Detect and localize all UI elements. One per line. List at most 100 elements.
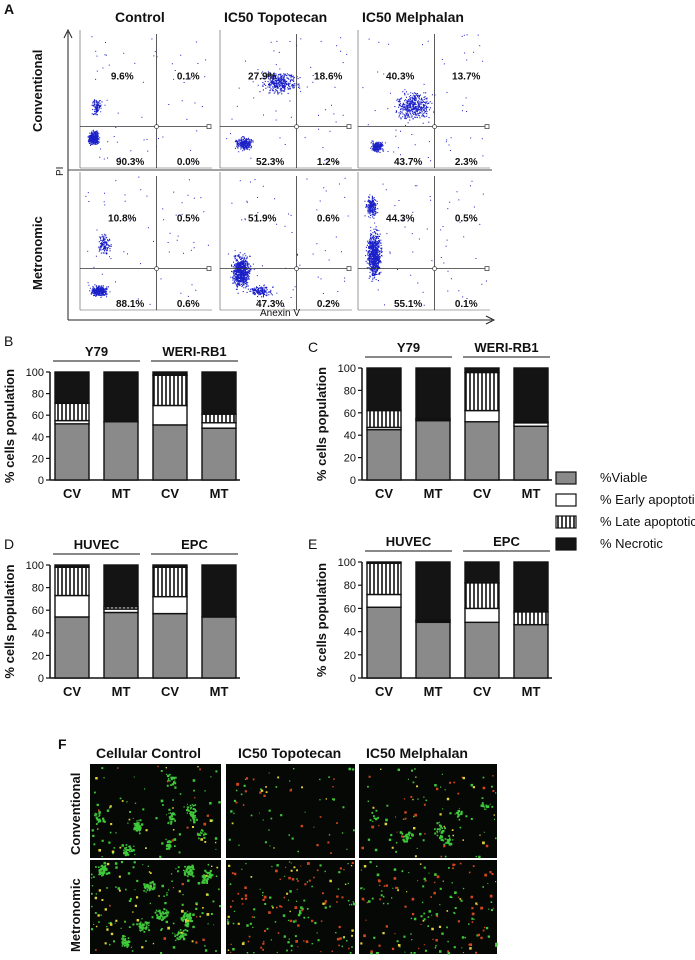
panel-d-group-label: EPC: [181, 537, 208, 552]
legend-label-necrotic: % Necrotic: [600, 536, 663, 551]
panel-d-group-label: HUVEC: [74, 537, 120, 552]
panel-e-y-tick-label: 80: [344, 580, 356, 592]
panel-d-x-tick-label: MT: [112, 684, 131, 699]
bar-segment-late-apoptotic: [464, 582, 500, 610]
micrograph-conventional-0: [90, 764, 221, 858]
bar-segment-necrotic: [366, 367, 402, 412]
panel-f-column-melphalan: IC50 Melphalan: [366, 745, 468, 761]
quadrant-gate-node: [154, 124, 159, 129]
micrograph-green-cells: [367, 768, 497, 859]
panel-b-bar-4: [201, 371, 237, 481]
panel-a-column-control: Control: [115, 9, 165, 25]
panel-b-group-label: Y79: [85, 344, 108, 359]
bar-segment-necrotic: [201, 371, 237, 415]
panel-c-y-axis-label: % cells population: [314, 367, 329, 481]
panel-d-x-tick-label: CV: [63, 684, 81, 699]
micrograph-background: [90, 764, 221, 858]
legend-swatch-necrotic: [555, 537, 577, 551]
quadrant-lower-right-value: 0.1%: [455, 299, 478, 310]
quadrant-upper-right-value: 0.5%: [177, 214, 200, 225]
panel-a-letter: A: [4, 1, 14, 17]
bar-segment-necrotic: [103, 564, 139, 608]
panel-b-y-tick-label: 0: [38, 475, 44, 487]
quadrant-gate-node: [432, 124, 437, 129]
bar-segment-viable: [513, 425, 549, 481]
flow-plot-conventional-2: 40.3% 13.7% 43.7% 2.3%: [357, 30, 490, 169]
quadrant-upper-right-value: 0.5%: [455, 214, 478, 225]
panel-d-x-tick-label: CV: [161, 684, 179, 699]
panel-e-x-tick-label: MT: [522, 684, 541, 699]
bar-segment-early-apoptotic: [152, 595, 188, 615]
quadrant-lower-right-value: 0.2%: [317, 299, 340, 310]
panel-c-group-label: WERI-RB1: [474, 340, 538, 355]
bar-segment-late-apoptotic: [366, 562, 402, 596]
panel-b-x-tick-label: MT: [210, 486, 229, 501]
quadrant-gate-node: [294, 266, 299, 271]
panel-e-y-tick-label: 0: [350, 673, 356, 685]
quadrant-upper-left-value: 27.9%: [248, 72, 276, 83]
panel-c-y-tick-label: 60: [344, 408, 356, 420]
micrograph-background: [90, 860, 221, 954]
quadrant-upper-left-value: 40.3%: [386, 72, 414, 83]
quadrant-upper-left-value: 51.9%: [248, 214, 276, 225]
panel-f-image-grid: [90, 764, 498, 955]
panel-c-bar-2: [415, 367, 451, 481]
bar-segment-late-apoptotic: [201, 413, 237, 424]
legend-entry-early-apoptotic: % Early apoptotic: [555, 492, 695, 507]
bar-segment-late-apoptotic: [464, 371, 500, 412]
panel-a-x-axis-label: Anexin V: [260, 308, 300, 319]
panel-b-x-tick-label: CV: [63, 486, 81, 501]
bar-segment-necrotic: [464, 561, 500, 584]
quadrant-upper-left-value: 9.6%: [111, 72, 134, 83]
panel-d-bar-1: [54, 564, 90, 679]
panel-d-letter: D: [4, 536, 14, 552]
micrograph-background: [226, 860, 355, 954]
quadrant-lower-left-value: 88.1%: [116, 299, 144, 310]
quadrant-lower-left-value: 55.1%: [394, 299, 422, 310]
bar-chart-panels: B % cells population 0 20 40 60 80 100 CV MT CV MT Y…: [2, 333, 552, 699]
panel-b-x-tick-label: MT: [112, 486, 131, 501]
bar-segment-viable: [103, 611, 139, 679]
panel-b-x-tick-label: CV: [161, 486, 179, 501]
panel-a-column-melphalan: IC50 Melphalan: [362, 9, 464, 25]
flow-plot-dots: [85, 176, 209, 307]
panel-b-letter: B: [4, 333, 13, 349]
panel-b-bar-chart: B % cells population 0 20 40 60 80 100 CV MT CV MT Y…: [2, 333, 240, 501]
legend-entry-late-apoptotic: % Late apoptotic: [555, 514, 695, 529]
micrograph-conventional-1: [226, 764, 355, 858]
flow-plot-conventional-0: 9.6% 0.1% 90.3% 0.0%: [79, 30, 212, 169]
bar-segment-early-apoptotic: [54, 594, 90, 618]
panel-f-letter: F: [58, 736, 67, 752]
panel-b-bar-2: [103, 371, 139, 481]
panel-a-y-axis-arrow: [63, 28, 73, 39]
panel-e-x-tick-label: CV: [473, 684, 491, 699]
panel-a-x-axis-arrow: [485, 315, 496, 325]
panel-a-plot-grid: 9.6% 0.1% 90.3% 0.0% 27.9% 18.6% 52.3% 1.2% 40.3…: [68, 30, 492, 311]
bar-segment-late-apoptotic: [152, 374, 188, 407]
panel-a-row-metronomic: Metronomic: [30, 216, 45, 290]
bar-segment-viable: [103, 420, 139, 481]
micrograph-metronomic-0: [90, 860, 221, 954]
bar-segment-early-apoptotic: [366, 593, 402, 608]
bar-segment-viable: [201, 616, 237, 679]
panel-a-row-conventional: Conventional: [30, 50, 45, 132]
panel-e-x-tick-label: MT: [424, 684, 443, 699]
quadrant-upper-right-value: 18.6%: [314, 72, 342, 83]
panel-b-group-label: WERI-RB1: [162, 344, 226, 359]
bar-segment-late-apoptotic: [54, 402, 90, 422]
panel-a-axes: [63, 28, 496, 325]
quadrant-lower-right-value: 2.3%: [455, 157, 478, 168]
bar-segment-viable: [152, 612, 188, 679]
bar-segment-viable: [513, 623, 549, 679]
flow-plot-dots: [226, 37, 348, 164]
panel-b-y-tick-label: 40: [32, 432, 44, 444]
micrograph-conventional-2: [359, 764, 497, 859]
panel-b-y-tick-label: 80: [32, 389, 44, 401]
micrograph-metronomic-2: [359, 860, 498, 955]
quadrant-gate-node: [154, 266, 159, 271]
panel-d-bar-4: [201, 564, 237, 679]
panel-e-bar-3: [464, 561, 500, 679]
flow-plot-dots: [227, 177, 349, 307]
flow-plot-conventional-1: 27.9% 18.6% 52.3% 1.2%: [219, 30, 352, 169]
micrograph-background: [359, 860, 497, 954]
